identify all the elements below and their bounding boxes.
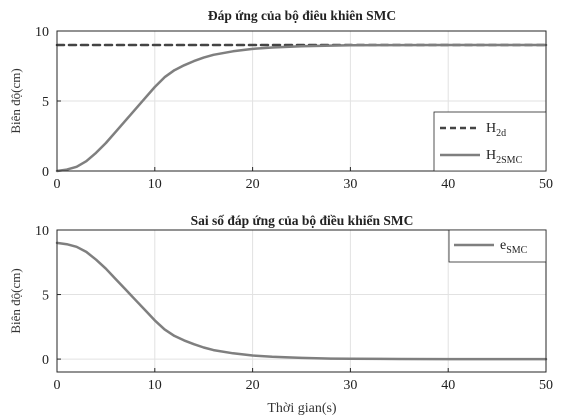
bottom-y-tick-label: 0 — [42, 353, 49, 368]
legend-label-esmc: eSMC — [500, 238, 528, 256]
top-x-tick-label: 40 — [441, 177, 455, 192]
bottom-x-tick-label: 20 — [246, 378, 260, 393]
bottom-y-tick-label: 10 — [35, 224, 49, 239]
bottom-legend: eSMC — [448, 229, 547, 263]
bottom-x-tick-label: 10 — [148, 378, 162, 393]
bottom-chart-title: Sai số đáp ứng của bộ điều khiển SMC — [191, 213, 414, 228]
bottom-series-line-esmc — [55, 241, 548, 361]
top-y-tick-label: 10 — [35, 25, 49, 40]
top-series-lines — [55, 43, 548, 173]
bottom-y-tick-label: 5 — [42, 289, 49, 304]
top-y-axis-label: Biên độ(cm) — [8, 68, 23, 133]
top-chart-title: Đáp ứng của bộ điêu khiên SMC — [208, 8, 396, 23]
bottom-y-axis-label: Biên độ(cm) — [8, 268, 23, 333]
top-subplot: Đáp ứng của bộ điêu khiên SMC Biên độ(cm… — [8, 8, 553, 192]
bottom-x-tick-label: 0 — [54, 378, 61, 393]
top-x-tick-label: 30 — [343, 177, 357, 192]
bottom-x-tick-label: 40 — [441, 378, 455, 393]
top-x-tick-label: 50 — [539, 177, 553, 192]
top-x-tick-label: 10 — [148, 177, 162, 192]
top-legend-box — [433, 111, 547, 172]
bottom-x-axis-label: Thời gian(s) — [267, 401, 337, 416]
top-legend: H2d H2SMC — [433, 111, 547, 172]
bottom-series-lines — [55, 241, 548, 361]
legend-label-h2smc: H2SMC — [486, 148, 523, 166]
bottom-x-tick-label: 50 — [539, 378, 553, 393]
bottom-x-ticks: 0 10 20 30 40 50 — [54, 368, 553, 393]
top-series-line-h2smc — [55, 43, 548, 173]
top-x-tick-label: 0 — [54, 177, 61, 192]
bottom-subplot: Sai số đáp ứng của bộ điều khiển SMC Biê… — [8, 213, 553, 416]
top-y-ticks: 0 5 10 — [35, 25, 61, 180]
top-x-ticks: 0 10 20 30 40 50 — [54, 167, 553, 192]
bottom-x-tick-label: 30 — [343, 378, 357, 393]
top-y-tick-label: 0 — [42, 165, 49, 180]
bottom-y-ticks: 0 5 10 — [35, 224, 61, 368]
legend-label-h2d: H2d — [486, 121, 506, 139]
bottom-axes-box — [56, 229, 547, 373]
top-y-tick-label: 5 — [42, 95, 49, 110]
top-x-tick-label: 20 — [246, 177, 260, 192]
